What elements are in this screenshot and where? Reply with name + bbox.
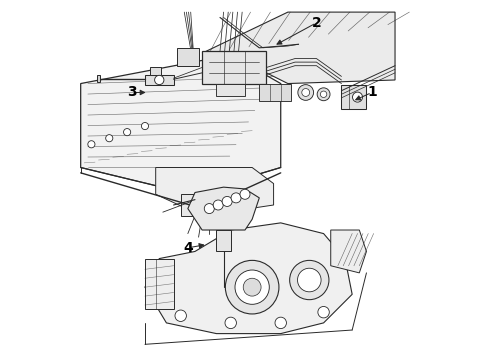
Circle shape [318, 306, 329, 318]
Polygon shape [217, 230, 231, 251]
Polygon shape [202, 12, 395, 84]
Circle shape [142, 122, 148, 130]
Circle shape [302, 89, 310, 96]
Polygon shape [145, 75, 173, 85]
Circle shape [320, 91, 327, 98]
Polygon shape [177, 48, 198, 66]
Text: 1: 1 [367, 85, 377, 99]
Polygon shape [342, 85, 367, 109]
Circle shape [222, 197, 232, 206]
Polygon shape [145, 223, 352, 334]
Circle shape [235, 270, 270, 304]
Polygon shape [181, 194, 238, 216]
Circle shape [204, 203, 214, 213]
Circle shape [225, 317, 237, 329]
Circle shape [225, 260, 279, 314]
Circle shape [88, 141, 95, 148]
Polygon shape [156, 167, 273, 216]
Circle shape [298, 85, 314, 100]
Polygon shape [331, 230, 367, 273]
Polygon shape [145, 258, 173, 309]
Polygon shape [188, 187, 259, 230]
Circle shape [231, 193, 241, 203]
Circle shape [243, 278, 261, 296]
Polygon shape [217, 84, 245, 96]
Circle shape [297, 268, 321, 292]
Circle shape [317, 88, 330, 101]
Polygon shape [202, 51, 267, 84]
Circle shape [213, 200, 223, 210]
Text: 4: 4 [183, 241, 193, 255]
Polygon shape [259, 84, 292, 102]
Circle shape [240, 189, 250, 199]
Circle shape [352, 92, 363, 102]
Circle shape [106, 135, 113, 142]
Circle shape [123, 129, 131, 136]
Text: 3: 3 [127, 85, 137, 99]
Polygon shape [97, 75, 100, 82]
Text: 2: 2 [312, 16, 321, 30]
Circle shape [175, 310, 186, 321]
Polygon shape [150, 67, 161, 75]
Circle shape [290, 260, 329, 300]
Circle shape [275, 317, 287, 329]
Polygon shape [81, 55, 281, 194]
Circle shape [155, 75, 164, 85]
